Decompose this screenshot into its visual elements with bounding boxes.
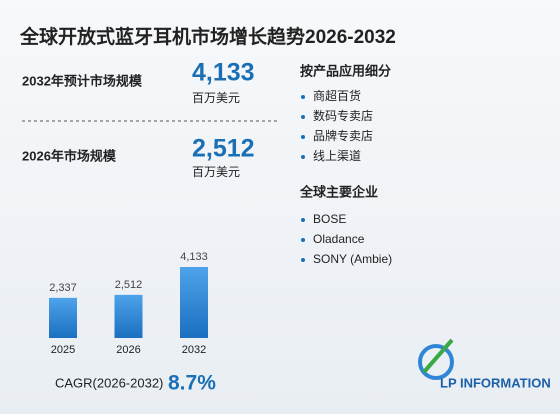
list-item: 线上渠道 bbox=[313, 149, 361, 163]
bullet bbox=[301, 155, 305, 159]
data-label: 2,512 bbox=[115, 279, 143, 291]
list-item: BOSE bbox=[313, 212, 346, 226]
stat-label: 2026年市场规模 bbox=[22, 148, 117, 163]
data-label: 2,337 bbox=[49, 282, 77, 294]
bullet bbox=[301, 95, 305, 99]
bar bbox=[49, 297, 77, 338]
x-tick-label: 2032 bbox=[182, 344, 206, 356]
stat-unit: 百万美元 bbox=[192, 165, 240, 179]
bullet bbox=[301, 238, 305, 242]
list-item: 数码专卖店 bbox=[313, 108, 373, 123]
section-title: 全球主要企业 bbox=[299, 184, 378, 199]
bullet bbox=[301, 115, 305, 119]
data-label: 4,133 bbox=[180, 251, 208, 263]
bullet bbox=[301, 135, 305, 139]
list-item: 品牌专卖店 bbox=[313, 128, 373, 143]
stat-value: 4,133 bbox=[192, 59, 255, 87]
logo-mark bbox=[422, 338, 454, 374]
x-tick-label: 2025 bbox=[51, 344, 75, 356]
list-item: SONY (Ambie) bbox=[313, 252, 392, 266]
title: 全球开放式蓝牙耳机市场增长趋势2026-2032 bbox=[19, 25, 396, 48]
cagr-value: 8.7% bbox=[168, 372, 216, 395]
cagr-label: CAGR(2026-2032) bbox=[55, 375, 163, 390]
x-tick-label: 2026 bbox=[116, 344, 140, 356]
bar bbox=[180, 267, 208, 338]
list-item: Oladance bbox=[313, 232, 365, 246]
stat-unit: 百万美元 bbox=[192, 91, 240, 105]
list-item: 商超百货 bbox=[313, 88, 361, 103]
bullet bbox=[301, 218, 305, 222]
stat-label: 2032年预计市场规模 bbox=[22, 73, 143, 88]
bar bbox=[114, 294, 143, 338]
logo-text: LP INFORMATION bbox=[440, 375, 551, 390]
logo: LP INFORMATION bbox=[418, 338, 551, 390]
bullet bbox=[301, 258, 305, 262]
section-title: 按产品应用细分 bbox=[300, 63, 391, 78]
logo-mark bbox=[418, 344, 454, 380]
stat-value: 2,512 bbox=[192, 135, 255, 163]
